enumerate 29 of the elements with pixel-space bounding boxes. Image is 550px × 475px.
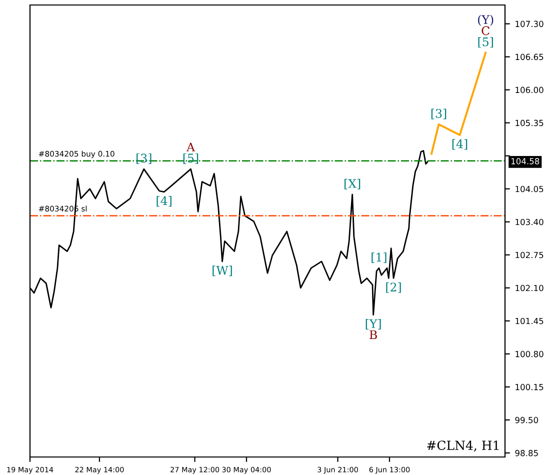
annotation: [4]: [452, 139, 468, 150]
annotation: [5]: [478, 37, 493, 48]
line-series: [430, 52, 487, 155]
y-tick-label: 101.45: [516, 318, 544, 324]
annotation: B: [370, 330, 377, 340]
y-tick-label: 102.75: [516, 252, 544, 258]
annotation: [4]: [156, 196, 172, 207]
y-tick-label: 100.80: [516, 350, 544, 358]
annotation: [W]: [212, 266, 232, 276]
y-tick-label: 100.15: [516, 384, 544, 390]
annotation: [Y]: [366, 318, 381, 330]
text: 104.58: [511, 158, 540, 164]
annotation: C: [482, 26, 490, 36]
y-tick-label: 106.65: [516, 54, 544, 60]
y-tick-label: 107.30: [516, 20, 544, 28]
annotation: A: [186, 142, 196, 152]
y-tick-label: 106.00: [516, 86, 544, 94]
y-tick-label: 99.50: [515, 416, 538, 424]
annotation: #CLN4, H1: [427, 440, 498, 452]
y-tick-label: 98.85: [515, 450, 538, 456]
annotation: [X]: [344, 178, 360, 190]
annotation: (Y): [478, 14, 494, 26]
y-tick-label: 105.35: [516, 120, 544, 126]
annotation: [1]: [372, 252, 386, 264]
y-tick-label: 103.40: [516, 218, 544, 226]
annotation: [2]: [386, 282, 401, 293]
y-tick-label: 102.10: [516, 284, 544, 292]
y-tick-label: 104.05: [516, 186, 544, 192]
annotation: [3]: [431, 108, 446, 120]
